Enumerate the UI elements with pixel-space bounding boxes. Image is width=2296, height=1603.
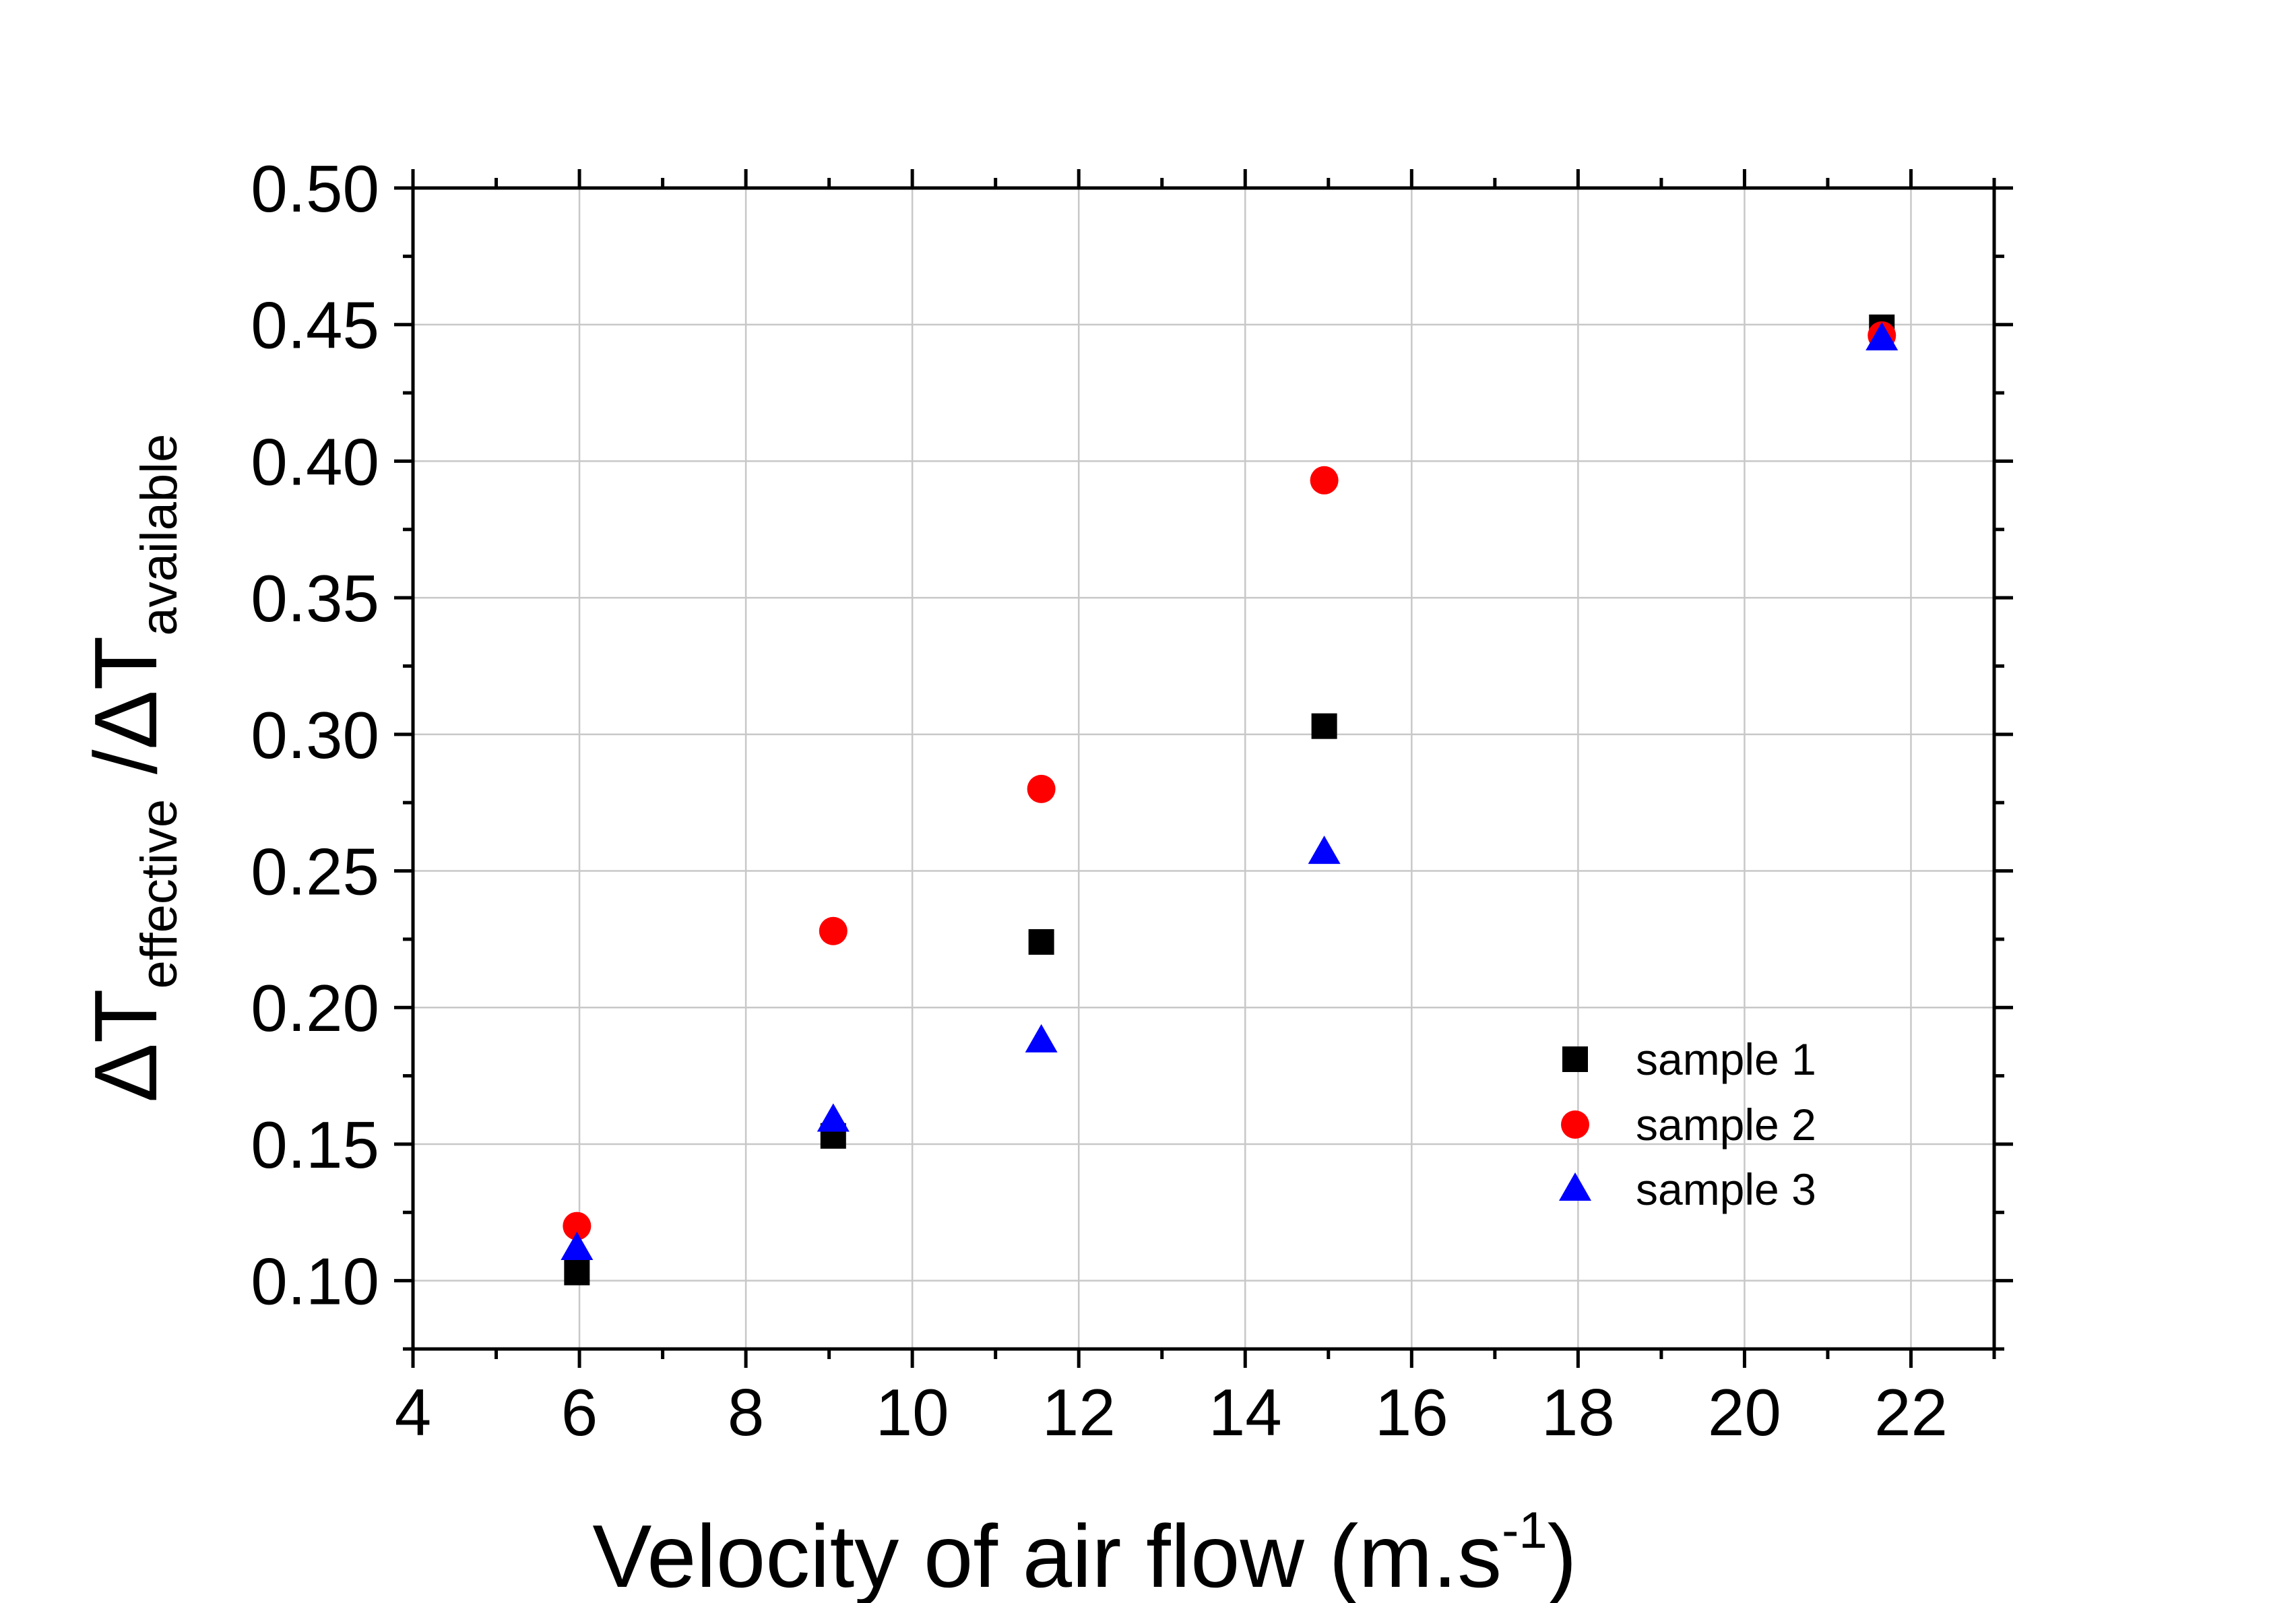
- x-axis-title-close: ): [1548, 1507, 1577, 1603]
- x-tick-label: 18: [1541, 1375, 1615, 1449]
- legend-item-sample-3: sample 3: [1559, 1164, 1816, 1214]
- legend-label-sample-1: sample 1: [1636, 1034, 1816, 1084]
- x-tick-label: 20: [1708, 1375, 1781, 1449]
- grid-lines: [413, 188, 1994, 1349]
- x-tick-label: 12: [1042, 1375, 1116, 1449]
- y-tick-label: 0.15: [251, 1108, 379, 1182]
- y-axis-title: ΔTeffective /ΔTavailable: [76, 434, 188, 1103]
- data-point-sample-3: [1865, 321, 1899, 350]
- y-axis-delta-1: Δ: [76, 1043, 175, 1102]
- data-point-sample-2: [1310, 466, 1339, 495]
- data-point-sample-1: [1028, 929, 1054, 955]
- y-tick-label: 0.35: [251, 561, 379, 635]
- y-axis-slash: /: [76, 749, 175, 799]
- y-axis-T-2: T: [76, 636, 175, 691]
- x-tick-label: 6: [561, 1375, 598, 1449]
- y-tick-label: 0.20: [251, 971, 379, 1045]
- y-axis-T-1: T: [76, 989, 175, 1044]
- legend-label-sample-3: sample 3: [1636, 1164, 1816, 1214]
- x-axis-title: Velocity of air flow (m.s-1): [592, 1502, 1576, 1603]
- data-point-sample-3: [561, 1231, 594, 1260]
- y-axis-subscript-available: available: [131, 434, 188, 636]
- y-tick-label: 0.45: [251, 288, 379, 363]
- data-point-sample-3: [1308, 836, 1341, 865]
- legend-triangle-marker: [1559, 1172, 1591, 1201]
- x-tick-label: 14: [1209, 1375, 1282, 1449]
- legend: sample 1 sample 2 sample 3: [1559, 1034, 1816, 1214]
- y-tick-label: 0.25: [251, 835, 379, 909]
- y-tick-label: 0.10: [251, 1245, 379, 1319]
- legend-square-marker: [1562, 1046, 1588, 1072]
- legend-label-sample-2: sample 2: [1636, 1100, 1816, 1150]
- legend-item-sample-1: sample 1: [1562, 1034, 1816, 1084]
- x-tick-label: 10: [876, 1375, 949, 1449]
- legend-circle-marker: [1561, 1110, 1589, 1139]
- y-axis-delta-2: Δ: [76, 690, 175, 749]
- tick-labels: 4 6 8 10 12 14 16 18 20 22 0.10 0.15 0.20 0.25 0.30 0.3…: [251, 152, 1948, 1449]
- x-tick-label: 16: [1375, 1375, 1448, 1449]
- x-tick-label: 4: [395, 1375, 432, 1449]
- data-point-sample-1: [564, 1259, 590, 1286]
- x-tick-label: 22: [1874, 1375, 1948, 1449]
- y-axis-subscript-effective: effective: [131, 799, 188, 989]
- x-axis-title-superscript: -1: [1502, 1502, 1548, 1559]
- data-point-sample-3: [817, 1103, 850, 1132]
- axis-ticks: [394, 169, 2013, 1368]
- data-point-sample-1: [1311, 713, 1337, 739]
- data-point-sample-2: [563, 1212, 592, 1240]
- y-tick-label: 0.30: [251, 698, 379, 772]
- data-point-sample-2: [819, 916, 848, 945]
- plot-frame: [411, 186, 1996, 1351]
- legend-item-sample-2: sample 2: [1561, 1100, 1816, 1150]
- data-point-sample-2: [1027, 774, 1056, 803]
- y-tick-label: 0.40: [251, 425, 379, 499]
- data-points: [561, 314, 1899, 1286]
- x-axis-title-main: Velocity of air flow (m.s: [592, 1507, 1502, 1603]
- y-tick-label: 0.50: [251, 152, 379, 226]
- data-point-sample-3: [1025, 1024, 1058, 1052]
- x-tick-label: 8: [728, 1375, 765, 1449]
